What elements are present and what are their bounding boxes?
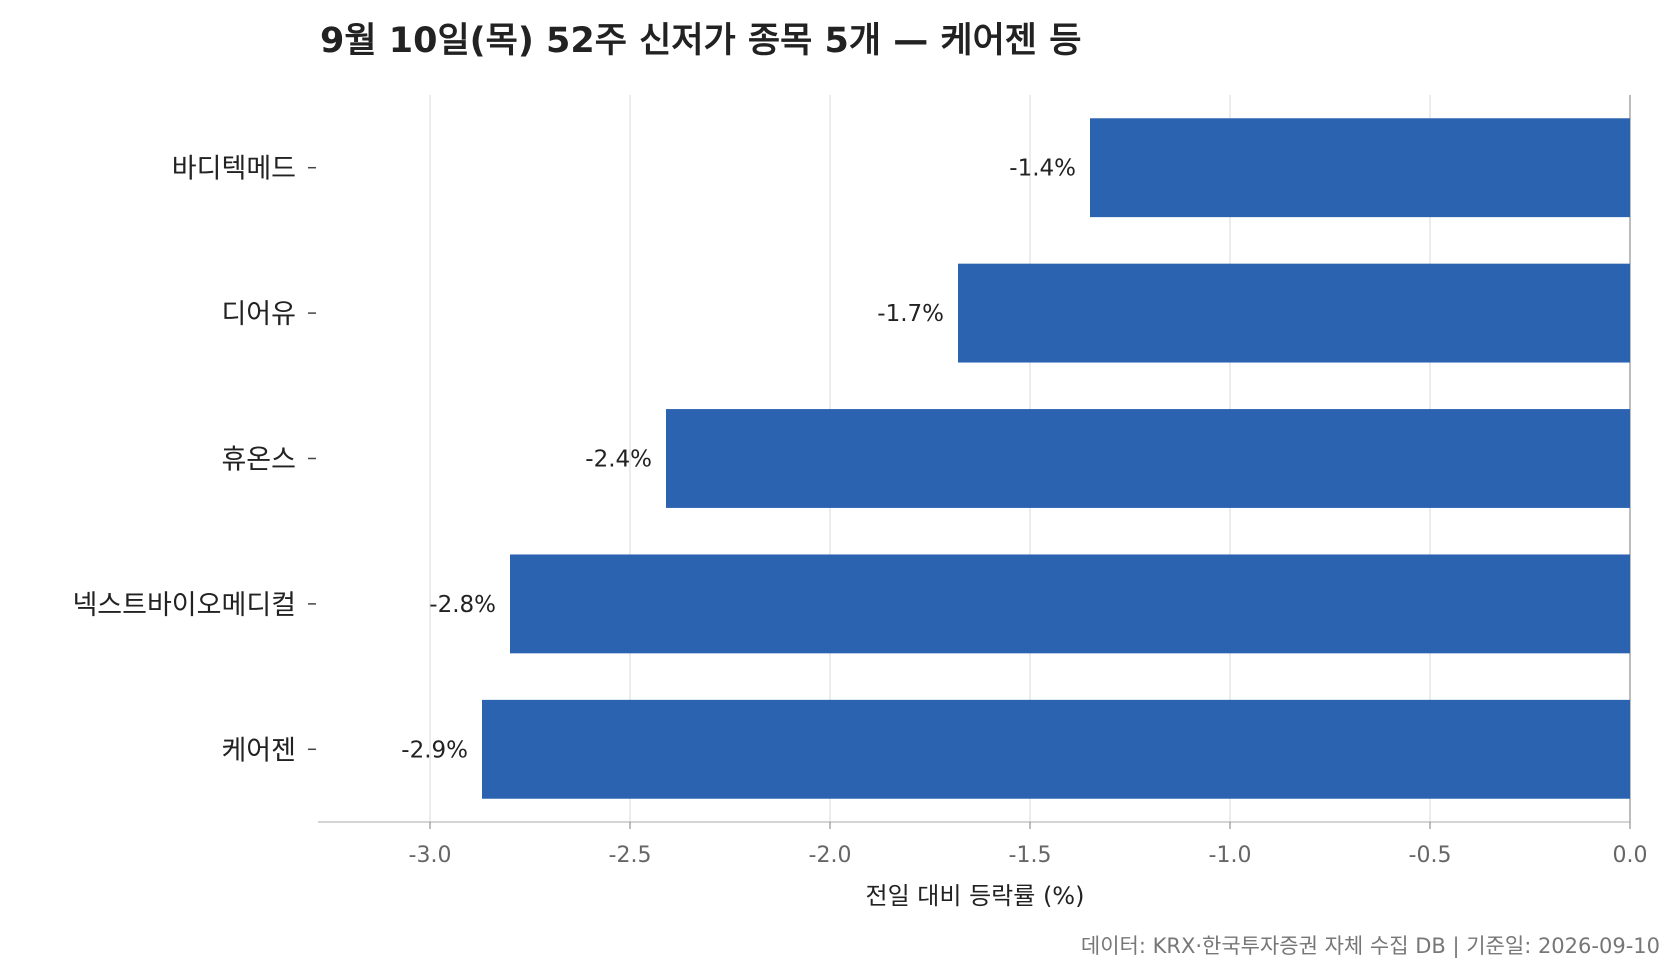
bar-3 bbox=[510, 554, 1630, 654]
bar-value-label-2: -2.4% bbox=[585, 447, 652, 473]
x-tick-label-3: -1.5 bbox=[1009, 843, 1052, 868]
bar-2 bbox=[666, 409, 1630, 508]
bars bbox=[482, 118, 1630, 799]
x-tick-label-4: -1.0 bbox=[1209, 843, 1252, 868]
bar-0 bbox=[1090, 118, 1630, 218]
chart-title: 9월 10일(목) 52주 신저가 종목 5개 — 케어젠 등 bbox=[320, 21, 1081, 61]
x-tick-label-6: 0.0 bbox=[1613, 843, 1648, 868]
bar-value-label-0: -1.4% bbox=[1009, 156, 1076, 182]
x-axis-label: 전일 대비 등락률 (%) bbox=[866, 882, 1085, 910]
bar-1 bbox=[958, 263, 1630, 363]
bar-value-label-1: -1.7% bbox=[877, 301, 944, 327]
category-label-1: 디어유 bbox=[221, 299, 296, 330]
category-label-4: 케어젠 bbox=[221, 735, 296, 766]
x-axis: -3.0 -2.5 -2.0 -1.5 -1.0 -0.5 0.0 bbox=[318, 821, 1648, 868]
bar-4 bbox=[482, 699, 1630, 799]
source-note: 데이터: KRX·한국투자증권 자체 수집 DB | 기준일: 2026-09-… bbox=[1081, 934, 1660, 959]
bar-labels: -1.4% -1.7% -2.4% -2.8% -2.9% bbox=[401, 156, 1076, 764]
category-label-3: 넥스트바이오메디컬 bbox=[72, 590, 296, 621]
bar-value-label-3: -2.8% bbox=[429, 592, 496, 618]
x-tick-label-1: -2.5 bbox=[609, 843, 652, 868]
bar-value-label-4: -2.9% bbox=[401, 737, 468, 763]
category-label-2: 휴온스 bbox=[221, 445, 296, 476]
x-tick-label-2: -2.0 bbox=[809, 843, 852, 868]
x-tick-label-0: -3.0 bbox=[409, 843, 452, 868]
category-label-0: 바디텍메드 bbox=[172, 154, 296, 185]
x-tick-label-5: -0.5 bbox=[1409, 843, 1452, 868]
